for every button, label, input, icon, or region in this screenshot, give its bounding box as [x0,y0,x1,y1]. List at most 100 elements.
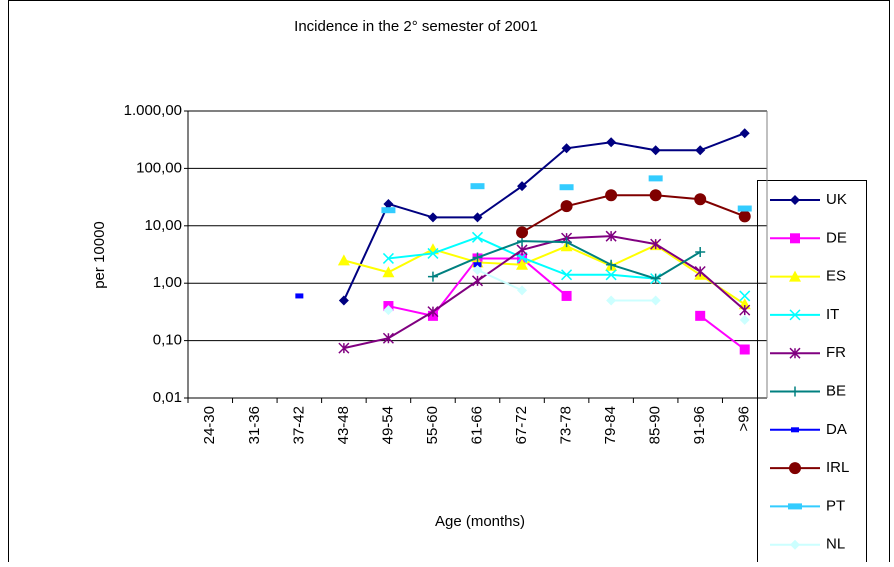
marker-shape [606,295,617,306]
marker [382,266,395,278]
legend-label: FR [826,344,846,361]
marker-shape [472,264,483,275]
marker-shape [383,198,394,209]
marker-shape [739,344,750,355]
marker [471,275,484,287]
marker-shape [788,503,802,510]
marker [695,246,706,257]
marker-shape [650,238,662,250]
y-tick-label: 10,00 [144,217,182,234]
x-tick-label: 49-54 [379,406,396,444]
marker-shape [471,275,484,287]
x-tick-label: 31-36 [246,406,263,444]
marker [739,128,750,139]
y-tick-label: 1.000,00 [124,102,182,119]
marker-shape [516,244,528,256]
marker [427,271,438,282]
marker-shape [739,314,750,325]
marker [337,254,350,266]
marker [649,189,662,202]
marker [737,205,752,212]
series-line [342,132,746,301]
marker-shape [472,252,483,263]
marker-shape [739,128,750,139]
marker [790,195,800,205]
marker-shape [789,347,801,359]
marker-shape [789,270,801,282]
x-tick-label: 55-60 [424,406,441,444]
marker-shape [650,145,661,156]
marker-shape [382,266,395,278]
marker [790,539,800,550]
marker [516,244,528,256]
marker [382,332,394,344]
x-tick-label: 61-66 [468,406,485,444]
legend-label: DE [826,229,847,246]
marker [694,193,707,206]
x-tick-label: 37-42 [290,406,307,444]
marker [473,262,482,268]
marker-shape [605,230,617,242]
marker-shape [561,143,572,154]
marker-shape [560,200,573,213]
marker-shape [382,252,394,264]
marker [789,347,801,359]
marker-shape [605,269,617,281]
marker [561,237,572,248]
marker-shape [427,271,438,282]
legend-label: PT [826,497,845,514]
marker [338,342,350,354]
marker [516,226,529,239]
marker-shape [517,181,528,192]
marker [605,189,618,202]
marker [383,198,394,209]
marker-shape [650,273,661,284]
marker [789,309,801,321]
marker [738,210,751,223]
x-axis-title: Age (months) [435,513,525,530]
marker [517,181,528,192]
marker-shape [606,137,617,148]
y-tick-label: 0,10 [153,332,182,349]
marker-shape [471,231,484,243]
marker-shape [791,427,799,433]
marker-shape [694,193,707,206]
marker [381,207,396,214]
y-tick-label: 1,00 [153,274,182,291]
marker [695,145,706,156]
marker [338,295,349,306]
marker [739,304,751,316]
marker-shape [790,539,800,550]
marker-shape [381,207,396,214]
marker [561,290,572,301]
x-tick-label: 24-30 [201,406,218,444]
series-line [343,244,746,306]
marker [789,270,801,282]
marker-shape [789,462,801,475]
marker-shape [516,258,529,270]
x-tick-label: 43-48 [335,406,352,444]
series-line [521,194,746,234]
marker [427,306,439,318]
marker [605,230,617,242]
marker [427,247,439,259]
marker-shape [790,195,800,205]
marker [790,386,800,397]
marker [790,233,800,244]
marker-shape [650,295,661,306]
marker [650,145,661,156]
marker-shape [790,233,800,244]
marker [695,310,706,321]
marker [426,243,439,255]
marker-shape [517,285,528,296]
marker [382,252,394,264]
marker [605,269,617,281]
x-tick-label: 67-72 [513,406,530,444]
x-tick-label: 73-78 [558,406,575,444]
marker-shape [427,247,439,259]
marker-shape [648,175,663,182]
legend-label: IT [826,306,839,323]
marker-shape [473,262,482,268]
marker [650,273,661,284]
chart-frame [8,0,890,567]
